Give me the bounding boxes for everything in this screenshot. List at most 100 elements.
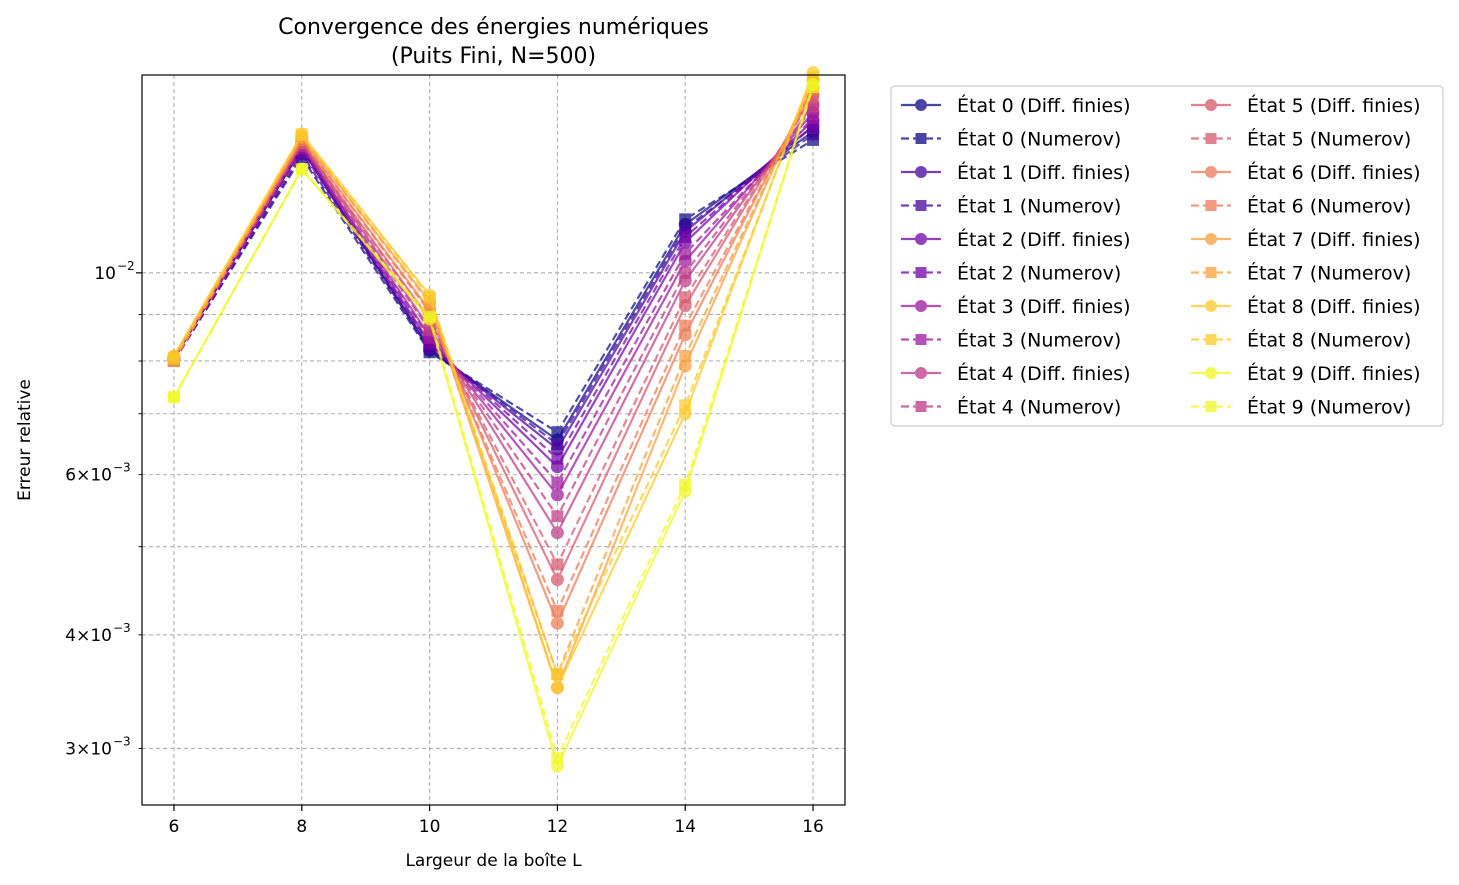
legend-marker (1205, 200, 1217, 211)
legend-entry (1191, 99, 1231, 111)
series-layer (167, 66, 820, 773)
data-point (295, 163, 308, 176)
y-tick-label: 4×10 (65, 626, 112, 646)
legend-label: État 5 (Numerov) (1247, 128, 1411, 151)
legend-marker (1205, 300, 1217, 312)
x-tick-label: 12 (547, 817, 569, 837)
data-point (423, 291, 436, 304)
legend-label: État 5 (Diff. finies) (1247, 94, 1421, 117)
data-point (807, 81, 820, 94)
data-point (551, 426, 564, 439)
series-line (173, 77, 815, 678)
series-line (173, 133, 814, 446)
series-16 (167, 66, 820, 695)
legend-marker (1205, 99, 1217, 111)
legend-marker (915, 334, 927, 345)
data-point (551, 558, 564, 571)
data-point (423, 310, 436, 323)
x-tick-label: 14 (674, 817, 696, 837)
legend-label: État 3 (Numerov) (957, 329, 1121, 352)
legend-marker (915, 200, 927, 211)
series-line (173, 125, 814, 461)
data-point (679, 247, 692, 260)
legend-label: État 1 (Diff. finies) (957, 161, 1131, 184)
legend-marker (1205, 133, 1217, 144)
legend-marker (915, 99, 927, 111)
data-point (295, 128, 308, 141)
x-tick-label: 10 (419, 817, 441, 837)
legend-entry (901, 200, 941, 211)
legend-label: État 0 (Numerov) (957, 128, 1121, 151)
legend-label: État 3 (Diff. finies) (957, 295, 1131, 318)
x-tick-label: 6 (169, 817, 180, 837)
data-point (679, 230, 692, 243)
legend-label: État 1 (Numerov) (957, 195, 1121, 218)
legend-entry (1191, 133, 1231, 144)
y-tick-label: 10 (94, 264, 116, 284)
data-point (551, 476, 564, 489)
data-point (679, 319, 692, 332)
data-point (551, 668, 564, 681)
data-point (167, 391, 180, 404)
y-tick-label: 6×10 (65, 466, 112, 486)
data-point (550, 681, 564, 695)
legend-entry (1191, 233, 1231, 245)
data-point (550, 488, 564, 502)
legend-entry (901, 334, 941, 345)
legend-marker (915, 267, 927, 278)
data-point (167, 352, 180, 365)
legend-marker (915, 233, 927, 245)
series-line (173, 72, 815, 691)
legend-entry (1191, 367, 1231, 379)
series-4 (167, 114, 820, 474)
legend-entry (1191, 166, 1231, 178)
legend-label: État 8 (Numerov) (1247, 329, 1411, 352)
data-point (679, 266, 692, 279)
legend-label: État 9 (Diff. finies) (1247, 362, 1421, 385)
legend-entry (1191, 300, 1231, 312)
series-line (173, 96, 814, 567)
grid (142, 75, 845, 805)
legend-entry (1191, 200, 1231, 211)
x-tick-label: 16 (802, 817, 824, 837)
legend-entry (901, 133, 941, 144)
y-tick-label-exponent: −3 (113, 734, 131, 748)
y-tick-label-exponent: −2 (117, 259, 135, 273)
legend-marker (1205, 267, 1217, 278)
data-point (550, 616, 564, 630)
legend-marker (1205, 334, 1217, 345)
chart-title-line-2: (Puits Fini, N=500) (391, 44, 596, 69)
legend-label: État 7 (Numerov) (1247, 262, 1411, 285)
series-5 (167, 120, 820, 465)
plot-frame (141, 74, 846, 806)
series-line (173, 81, 814, 678)
series-10 (167, 88, 820, 587)
legend-entry (1191, 267, 1231, 278)
data-point (550, 573, 564, 587)
series-19 (167, 81, 820, 764)
legend-label: État 9 (Numerov) (1247, 396, 1411, 419)
legend-marker (1205, 367, 1217, 379)
series-6 (167, 106, 820, 502)
series-line (173, 84, 815, 770)
legend-entry (901, 300, 941, 312)
legend-entry (901, 233, 941, 245)
series-14 (167, 73, 820, 695)
data-point (551, 751, 564, 764)
x-axis-label: Largeur de la boîte L (405, 851, 582, 871)
legend-marker (1205, 233, 1217, 245)
legend-entry (901, 367, 941, 379)
legend-marker (915, 401, 927, 412)
series-18 (167, 78, 820, 773)
series-line (173, 89, 814, 614)
data-point (679, 478, 692, 491)
legend-entry (901, 267, 941, 278)
legend-marker (915, 133, 927, 144)
series-line (173, 111, 814, 497)
legend-label: État 8 (Diff. finies) (1247, 295, 1421, 318)
y-tick-label: 3×10 (65, 739, 112, 759)
chart-title-line-1: Convergence des énergies numériques (278, 15, 709, 40)
legend-entry (901, 401, 941, 412)
data-point (679, 350, 692, 363)
legend-label: État 6 (Diff. finies) (1247, 161, 1421, 184)
